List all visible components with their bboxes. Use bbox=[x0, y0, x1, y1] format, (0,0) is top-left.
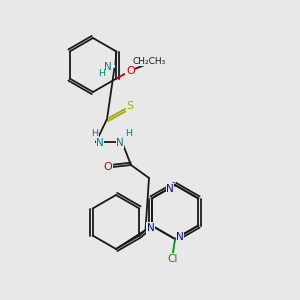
Text: CH₂CH₃: CH₂CH₃ bbox=[133, 57, 166, 66]
Text: H: H bbox=[92, 130, 98, 139]
Text: N: N bbox=[176, 232, 184, 242]
Text: N: N bbox=[147, 223, 154, 233]
Text: S: S bbox=[126, 101, 134, 111]
Text: H: H bbox=[98, 69, 105, 78]
Text: N: N bbox=[96, 138, 104, 148]
Text: H: H bbox=[125, 130, 133, 139]
Text: N: N bbox=[103, 61, 111, 71]
Text: N: N bbox=[166, 184, 174, 194]
Text: O: O bbox=[103, 162, 112, 172]
Text: N: N bbox=[116, 138, 124, 148]
Text: O: O bbox=[126, 65, 135, 76]
Text: Cl: Cl bbox=[168, 254, 178, 264]
